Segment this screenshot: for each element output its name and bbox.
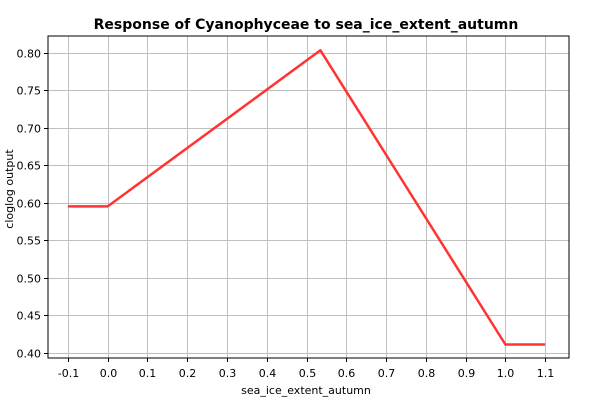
- grid: [48, 36, 569, 358]
- x-tick-label: 0.8: [418, 367, 436, 380]
- y-tick-label: 0.45: [17, 310, 42, 323]
- x-tick-label: 0.9: [458, 367, 476, 380]
- series-layer: [67, 49, 546, 346]
- x-tick-label: -0.1: [58, 367, 79, 380]
- y-tick-label: 0.75: [17, 85, 42, 98]
- x-tick-label: 0.6: [338, 367, 356, 380]
- y-tick-label: 0.70: [17, 123, 42, 136]
- y-tick-label: 0.60: [17, 198, 42, 211]
- x-tick-label: 0.7: [378, 367, 396, 380]
- y-tick-label: 0.50: [17, 273, 42, 286]
- response-curve-line: [67, 49, 546, 346]
- chart-title: Response of Cyanophyceae to sea_ice_exte…: [94, 17, 519, 33]
- x-tick-label: 1.1: [537, 367, 555, 380]
- plot-area-border: [47, 35, 570, 359]
- x-tick-label: 0.1: [139, 367, 157, 380]
- y-tick-label: 0.80: [17, 48, 42, 61]
- x-axis-label: sea_ice_extent_autumn: [241, 384, 371, 397]
- x-tick-label: 1.0: [497, 367, 515, 380]
- y-tick-label: 0.40: [17, 348, 42, 361]
- x-tick-label: 0.0: [100, 367, 118, 380]
- x-tick-label: 0.2: [179, 367, 197, 380]
- x-tick-label: 0.3: [219, 367, 237, 380]
- x-tick-label: 0.4: [259, 367, 277, 380]
- x-tick-label: 0.5: [299, 367, 317, 380]
- axis-ticks: -0.1 0.0 0.1 0.2 0.3 0.4 0.5 0.6 0.7 0.8 0.9 1.0 1.1…: [17, 48, 555, 381]
- y-tick-label: 0.55: [17, 235, 42, 248]
- y-axis-label: cloglog output: [3, 149, 16, 229]
- y-tick-label: 0.65: [17, 160, 42, 173]
